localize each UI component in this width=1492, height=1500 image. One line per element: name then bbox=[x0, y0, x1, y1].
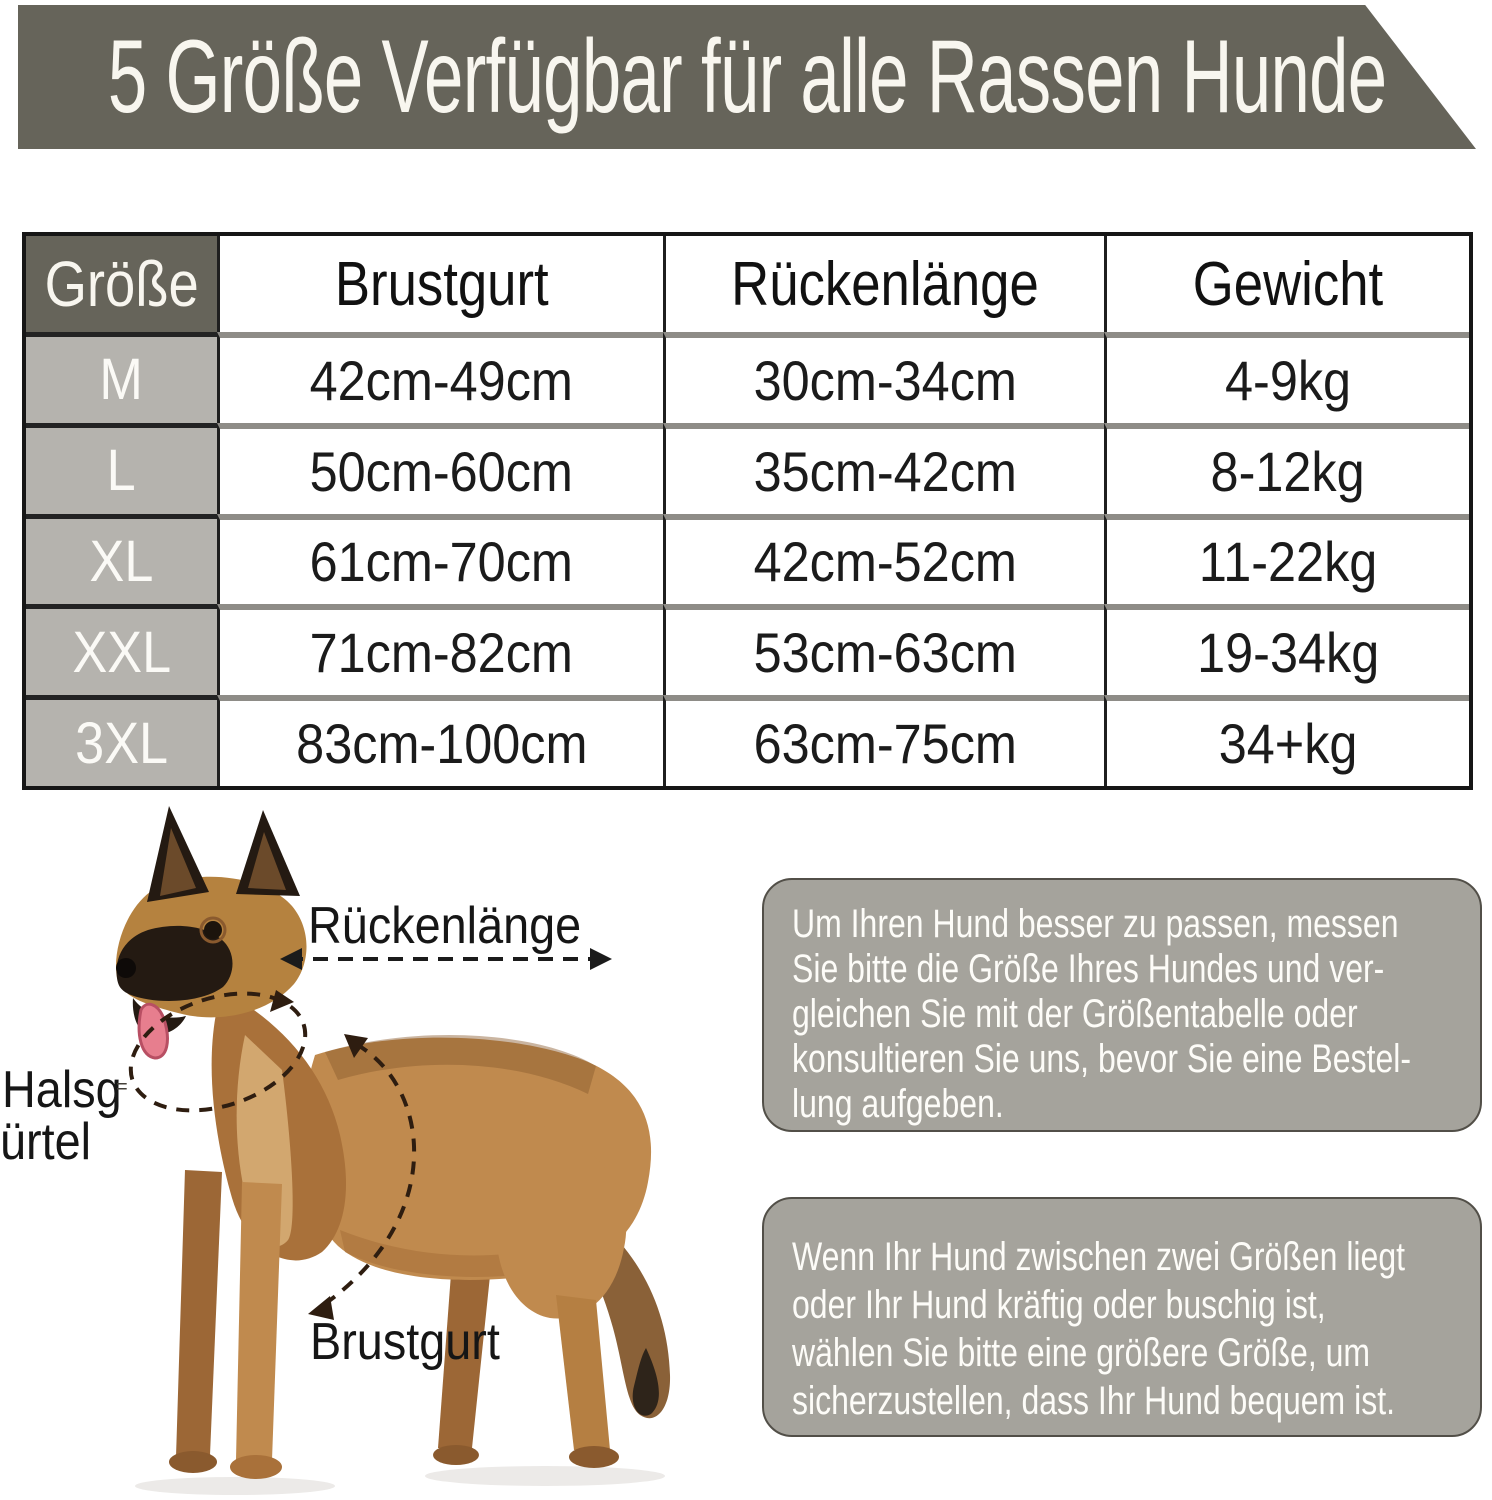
table-header-chest: Brustgurt bbox=[217, 236, 663, 332]
table-cell: 50cm-60cm bbox=[217, 422, 663, 514]
back-length-arrow bbox=[280, 948, 612, 970]
table-header-back: Rückenlänge bbox=[663, 236, 1104, 332]
info-box-line: konsultieren Sie uns, bevor Sie eine Bes… bbox=[792, 1037, 1412, 1081]
table-cell: 42cm-52cm bbox=[663, 513, 1104, 605]
table-cell: 19-34kg bbox=[1104, 604, 1469, 696]
chest-girth-arc bbox=[308, 1034, 416, 1320]
info-box-measuring: Um Ihren Hund besser zu passen, messen S… bbox=[762, 878, 1482, 1132]
table-cell: 4-9kg bbox=[1104, 332, 1469, 423]
neck-girth-ellipse bbox=[128, 990, 308, 1113]
hyphen-artifact: = bbox=[116, 1076, 128, 1098]
table-row-label: XXL bbox=[26, 604, 217, 696]
banner: 5 Größe Verfügbar für alle Rassen Hunde bbox=[18, 5, 1476, 149]
back-length-label: Rückenlänge bbox=[308, 897, 582, 955]
table-header-size: Größe bbox=[26, 236, 217, 332]
banner-title: 5 Größe Verfügbar für alle Rassen Hunde bbox=[107, 18, 1387, 135]
table-header-weight: Gewicht bbox=[1104, 236, 1469, 332]
table-cell: 63cm-75cm bbox=[663, 695, 1104, 786]
neck-belt-label-line2: ürtel bbox=[0, 1113, 92, 1171]
info-box-line: gleichen Sie mit der Größentabelle oder bbox=[792, 992, 1358, 1036]
info-box-sizing-advice: Wenn Ihr Hund zwischen zwei Größen liegt… bbox=[762, 1197, 1482, 1437]
table-cell: 83cm-100cm bbox=[217, 695, 663, 786]
info-box-line: Sie bitte die Größe Ihres Hundes und ver… bbox=[792, 947, 1385, 991]
size-table: Größe Brustgurt Rückenlänge Gewicht M 42… bbox=[22, 232, 1473, 790]
dog-illustration bbox=[115, 806, 671, 1495]
table-row-label: XL bbox=[26, 513, 217, 605]
table-cell: 61cm-70cm bbox=[217, 513, 663, 605]
info-box-line: wählen Sie bitte eine größere Größe, um bbox=[792, 1331, 1371, 1375]
dog-measurement-diagram bbox=[0, 800, 770, 1500]
info-box-line: Wenn Ihr Hund zwischen zwei Größen liegt bbox=[792, 1235, 1406, 1279]
table-row-label: 3XL bbox=[26, 695, 217, 786]
table-cell: 30cm-34cm bbox=[663, 332, 1104, 423]
chest-strap-label: Brustgurt bbox=[310, 1313, 500, 1371]
table-cell: 53cm-63cm bbox=[663, 604, 1104, 696]
info-box-line: sicherzustellen, dass Ihr Hund bequem is… bbox=[792, 1379, 1395, 1423]
info-box-line: Um Ihren Hund besser zu passen, messen bbox=[792, 902, 1399, 946]
info-box-line: oder Ihr Hund kräftig oder buschig ist, bbox=[792, 1283, 1326, 1327]
table-cell: 34+kg bbox=[1104, 695, 1469, 786]
table-cell: 11-22kg bbox=[1104, 513, 1469, 605]
table-row-label: L bbox=[26, 422, 217, 514]
table-cell: 71cm-82cm bbox=[217, 604, 663, 696]
table-row-label: M bbox=[26, 332, 217, 423]
table-cell: 8-12kg bbox=[1104, 422, 1469, 514]
table-cell: 42cm-49cm bbox=[217, 332, 663, 423]
table-cell: 35cm-42cm bbox=[663, 422, 1104, 514]
info-box-line: lung aufgeben. bbox=[792, 1082, 1004, 1126]
neck-belt-label-line1: Halsg bbox=[2, 1061, 122, 1119]
